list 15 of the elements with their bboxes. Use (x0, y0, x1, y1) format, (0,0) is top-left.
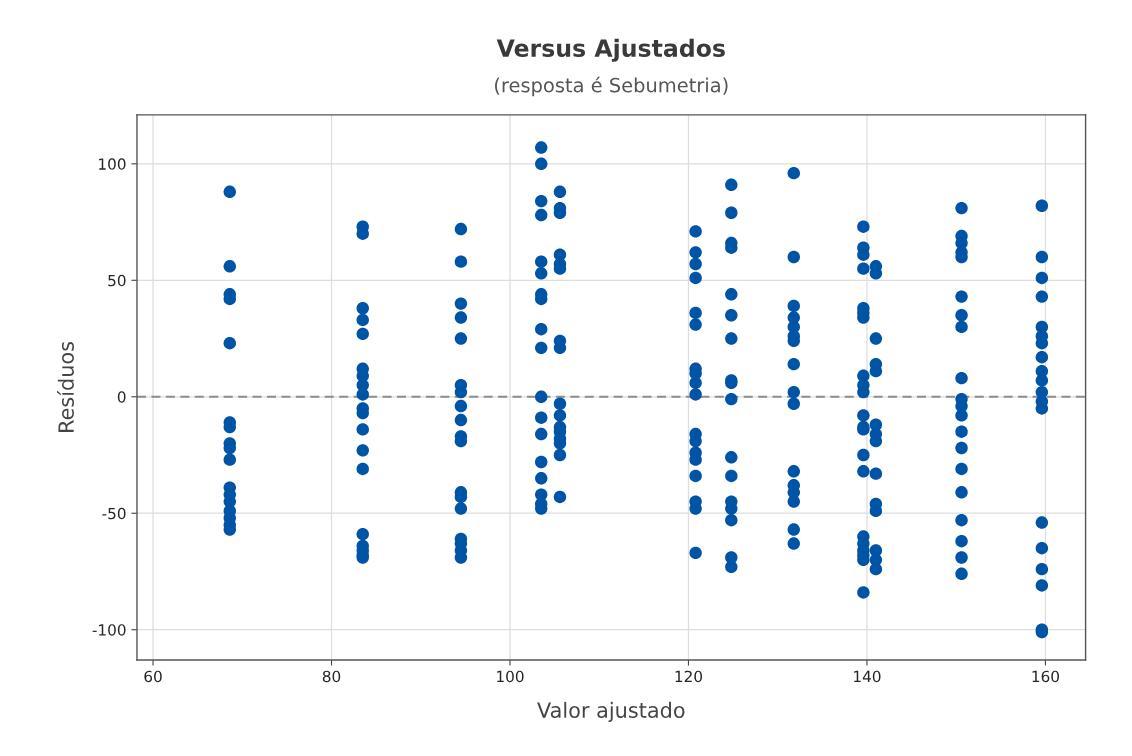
x-tick-label: 60 (144, 670, 162, 683)
x-axis-title: Valor ajustado (537, 701, 685, 723)
x-tick-label: 140 (854, 670, 881, 683)
y-tick-label: -50 (102, 507, 126, 520)
y-tick-label: -100 (92, 624, 126, 636)
y-tick-label: 0 (117, 391, 126, 403)
y-axis-title: Resíduos (57, 341, 74, 432)
chart-subtitle: (resposta é Sebumetria) (495, 76, 728, 97)
y-tick-label: 100 (99, 158, 126, 170)
x-tick-label: 160 (1032, 670, 1059, 683)
x-tick-label: 120 (675, 670, 703, 683)
chart-title: Versus Ajustados (496, 38, 725, 62)
y-tick-label: 50 (108, 274, 126, 287)
x-tick-label: 100 (497, 670, 524, 683)
x-tick-label: 80 (322, 670, 341, 683)
